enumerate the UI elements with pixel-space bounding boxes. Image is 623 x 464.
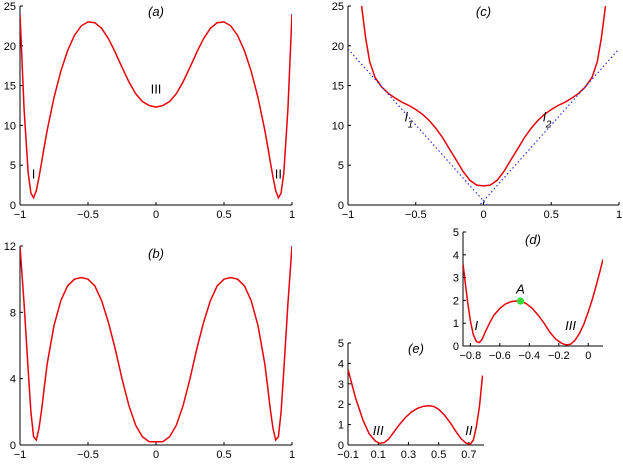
panel-a-annotation: I bbox=[32, 167, 36, 182]
panel-d-x-tick-label: −0.2 bbox=[548, 350, 570, 362]
panel-b-y-tick-label: 0 bbox=[10, 440, 16, 452]
panel-a-y-tick-label: 20 bbox=[4, 41, 16, 53]
panel-d-y-tick-label: 3 bbox=[453, 273, 459, 285]
panel-c-x-tick-label: 1 bbox=[616, 209, 622, 221]
panel-a-annotation: III bbox=[151, 82, 162, 97]
panel-b-x-tick-label: 1 bbox=[289, 449, 295, 461]
panel-a-x-tick-label: −0.5 bbox=[77, 209, 99, 221]
panel-a-x-tick-label: 1 bbox=[289, 209, 295, 221]
panel-a-y-tick-label: 25 bbox=[4, 1, 16, 13]
panel-d-x-tick-label: −0.6 bbox=[489, 350, 511, 362]
panel-a-y-tick-label: 5 bbox=[10, 160, 16, 172]
panel-c-annotation: l2 bbox=[543, 109, 552, 130]
panel-e-annotation: II bbox=[465, 423, 473, 438]
panel-d-y-tick-label: 1 bbox=[453, 318, 459, 330]
panel-a-x-tick-label: 0 bbox=[153, 209, 159, 221]
panel-e-y-tick-label: 2 bbox=[338, 399, 344, 411]
panel-c-potential-curve bbox=[360, 6, 607, 187]
panel-a-annotation: II bbox=[275, 167, 282, 182]
panel-b-y-tick-label: 8 bbox=[10, 307, 16, 319]
panel-d-potential-curve bbox=[463, 259, 603, 346]
panel-c-x-tick-label: −0.5 bbox=[405, 209, 427, 221]
panel-c-y-tick-label: 20 bbox=[332, 41, 344, 53]
panel-d-y-tick-label: 4 bbox=[453, 250, 459, 262]
panel-e-label: (e) bbox=[408, 341, 424, 356]
panel-c-tangent-line bbox=[479, 48, 619, 205]
panel-e-x-tick-label: 0.1 bbox=[371, 449, 386, 461]
panel-c-y-tick-label: 25 bbox=[332, 1, 344, 13]
panel-d-y-tick-label: 0 bbox=[453, 341, 459, 353]
panel-e-annotation: III bbox=[373, 423, 384, 438]
panel-d-x-tick-label: −0.4 bbox=[518, 350, 540, 362]
panel-b-x-tick-label: −0.5 bbox=[77, 449, 99, 461]
panel-a-x-tick-label: −1 bbox=[14, 209, 27, 221]
panel-a-potential-curve bbox=[20, 13, 292, 200]
panel-a-x-tick-label: 0.5 bbox=[216, 209, 231, 221]
panel-c-tangent-line bbox=[348, 48, 488, 205]
panel-c-x-tick-label: −1 bbox=[342, 209, 355, 221]
panel-c-y-tick-label: 5 bbox=[338, 160, 344, 172]
panel-a-y-tick-label: 0 bbox=[10, 200, 16, 212]
panel-c-annotation: l1 bbox=[405, 109, 413, 130]
panel-e-y-tick-label: 0 bbox=[338, 440, 344, 452]
panel-b-x-tick-label: 0.5 bbox=[216, 449, 231, 461]
panel-b-label: (b) bbox=[148, 246, 164, 261]
panel-b-x-tick-label: 0 bbox=[153, 449, 159, 461]
panel-e-y-tick-label: 1 bbox=[338, 420, 344, 432]
panel-c-x-tick-label: 0 bbox=[480, 209, 486, 221]
panel-b-potential-curve bbox=[20, 246, 292, 443]
panel-c-y-tick-label: 10 bbox=[332, 120, 344, 132]
panel-b-y-tick-label: 12 bbox=[4, 241, 16, 253]
panel-d-point-marker bbox=[516, 297, 525, 305]
panel-a-y-tick-label: 10 bbox=[4, 120, 16, 132]
panel-e-x-tick-label: 0.3 bbox=[401, 449, 416, 461]
panel-b-y-tick-label: 4 bbox=[10, 374, 16, 386]
panel-d-annotation: A bbox=[515, 282, 525, 297]
panel-d-y-tick-label: 5 bbox=[453, 227, 459, 239]
panel-d-label: (d) bbox=[525, 232, 541, 247]
panel-c-y-tick-label: 0 bbox=[338, 200, 344, 212]
panel-a-label: (a) bbox=[148, 4, 164, 19]
panel-e-potential-curve bbox=[348, 369, 484, 445]
panel-d-annotation: III bbox=[565, 318, 576, 333]
panel-e-y-tick-label: 3 bbox=[338, 379, 344, 391]
panel-c-label: (c) bbox=[476, 4, 491, 19]
panel-e-x-tick-label: −0.1 bbox=[337, 449, 359, 461]
panel-d-annotation: I bbox=[474, 318, 478, 333]
panel-d-y-tick-label: 2 bbox=[453, 295, 459, 307]
panel-d-x-tick-label: 0 bbox=[585, 350, 591, 362]
panel-e-y-tick-label: 4 bbox=[338, 358, 344, 370]
panel-e-x-tick-label: 0.5 bbox=[431, 449, 446, 461]
panel-e-y-tick-label: 5 bbox=[338, 338, 344, 350]
panel-a-y-tick-label: 15 bbox=[4, 81, 16, 93]
panel-d-x-tick-label: −0.8 bbox=[460, 350, 482, 362]
panel-c-y-tick-label: 15 bbox=[332, 81, 344, 93]
panel-c-x-tick-label: 0.5 bbox=[544, 209, 559, 221]
panel-b-x-tick-label: −1 bbox=[14, 449, 27, 461]
panel-e-x-tick-label: 0.7 bbox=[461, 449, 476, 461]
